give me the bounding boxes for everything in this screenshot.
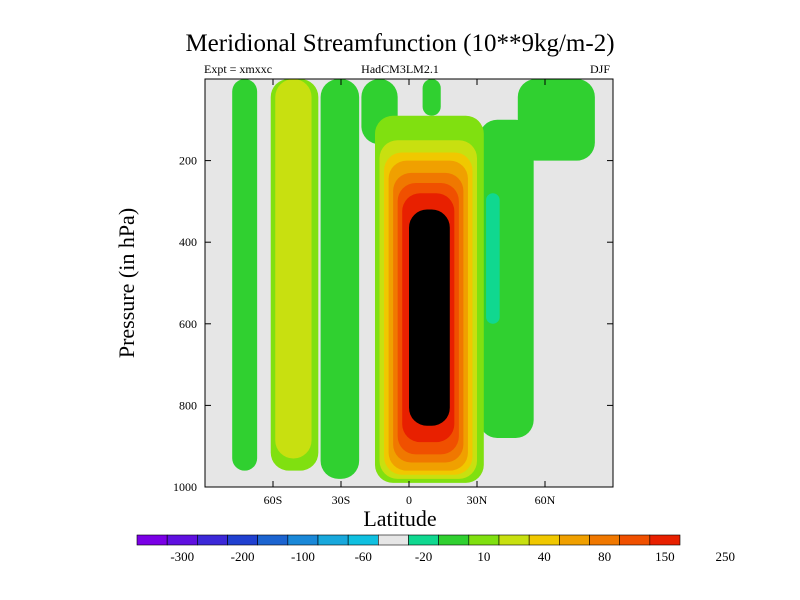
x-tick-label: 60N [535, 493, 556, 507]
experiment-label: Expt = xmxxc [204, 62, 273, 76]
chart-title: Meridional Streamfunction (10**9kg/m-2) [185, 30, 615, 57]
x-tick-label: 60S [264, 493, 283, 507]
colorbar-box [378, 534, 409, 546]
axis-ticks: 60S 30S 0 30N 60N 200 400 600 800 1000 [173, 79, 613, 507]
colorbar-label: -60 [355, 549, 372, 564]
colorbar-label: 10 [477, 549, 490, 564]
colorbar-box [619, 534, 651, 546]
colorbar-label: 150 [655, 549, 675, 564]
contour-region [486, 193, 500, 324]
contour-region [275, 79, 312, 459]
y-tick-label: 600 [179, 317, 197, 331]
colorbar-label: -200 [231, 549, 255, 564]
colorbar-box [559, 534, 590, 546]
colorbar-label: 80 [598, 549, 611, 564]
x-tick-label: 0 [406, 493, 412, 507]
colorbar-box [408, 534, 439, 546]
contour-region [320, 79, 360, 479]
contour-regions [205, 79, 613, 487]
x-tick-label: 30S [332, 493, 351, 507]
contour-region [517, 79, 595, 161]
y-tick-label: 800 [179, 398, 197, 412]
colorbar-label: 250 [716, 549, 736, 564]
colorbar-label: -100 [291, 549, 315, 564]
colorbar-box [317, 534, 349, 546]
colorbar-box [227, 534, 258, 546]
colorbar-label: -20 [415, 549, 432, 564]
colorbar-box [498, 534, 530, 546]
model-label: HadCM3LM2.1 [361, 62, 439, 76]
y-tick-label: 1000 [173, 480, 197, 494]
season-label: DJF [590, 62, 611, 76]
colorbar: -300 -200 -100 -60 -20 10 40 80 150 250 [136, 534, 736, 564]
colorbar-box [589, 534, 620, 546]
y-tick-label: 200 [179, 154, 197, 168]
colorbar-box [197, 534, 228, 546]
colorbar-label: 40 [538, 549, 551, 564]
y-axis-label: Pressure (in hPa) [114, 207, 139, 359]
colorbar-box [438, 534, 470, 546]
colorbar-box [528, 534, 560, 546]
colorbar-box [347, 534, 379, 546]
x-tick-label: 30N [467, 493, 488, 507]
y-tick-label: 400 [179, 235, 197, 249]
colorbar-box [136, 534, 168, 546]
colorbar-box [649, 534, 681, 546]
contour-region [232, 79, 258, 471]
colorbar-box [468, 534, 500, 546]
x-axis-label: Latitude [363, 506, 437, 531]
colorbar-box [287, 534, 319, 546]
colorbar-label: -300 [170, 549, 194, 564]
contour-region [418, 217, 446, 414]
colorbar-box [257, 534, 289, 546]
contour-region [422, 79, 441, 116]
colorbar-box [166, 534, 198, 546]
